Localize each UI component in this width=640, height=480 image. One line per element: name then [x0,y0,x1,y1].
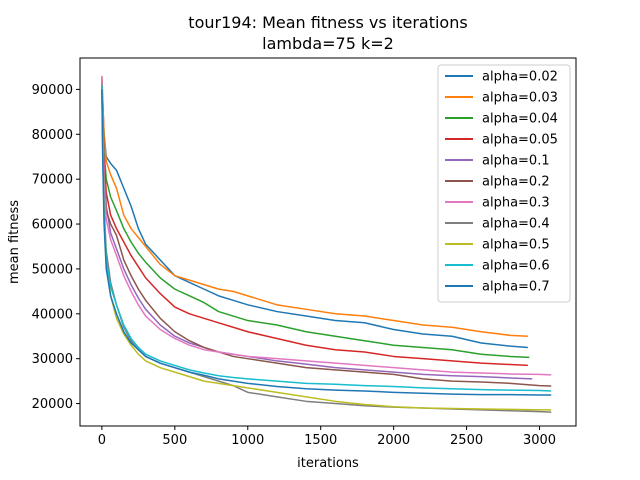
y-axis-label: mean fitness [7,200,22,284]
x-tick-label: 1000 [231,433,264,448]
legend-label: alpha=0.6 [482,259,550,274]
legend-label: alpha=0.1 [482,154,550,169]
chart-subtitle: lambda=75 k=2 [262,34,394,53]
y-tick-label: 80000 [32,128,73,143]
y-tick-label: 20000 [32,397,73,412]
y-axis: 20000 30000 40000 50000 60000 70000 80000 90000 [32,83,80,412]
series-line-2 [101,84,530,359]
series-line-5 [101,80,552,387]
plot-lines [101,75,552,413]
legend-label: alpha=0.2 [482,175,550,190]
y-tick-label: 50000 [32,262,73,277]
x-tick-label: 2000 [377,433,410,448]
series-line-3 [101,84,528,367]
x-tick-label: 1500 [304,433,337,448]
x-tick-label: 2500 [450,433,483,448]
y-tick-label: 40000 [32,307,73,322]
series-line-0 [101,78,528,349]
y-tick-label: 90000 [32,83,73,98]
x-tick-label: 0 [98,433,106,448]
legend-label: alpha=0.05 [482,133,558,148]
legend-label: alpha=0.02 [482,70,558,85]
x-axis: 0 500 1000 1500 2000 2500 3000 [98,426,556,448]
legend-label: alpha=0.5 [482,238,550,253]
series-line-6 [101,75,552,376]
legend-label: alpha=0.7 [482,280,550,295]
y-tick-label: 70000 [32,173,73,188]
legend-box [437,64,571,303]
legend: alpha=0.02 alpha=0.03 alpha=0.04 alpha=0.05… [437,64,571,303]
y-tick-label: 30000 [32,352,73,367]
x-tick-label: 500 [162,433,187,448]
legend-label: alpha=0.03 [482,91,558,106]
plot-frame [79,57,577,427]
legend-label: alpha=0.3 [482,196,550,211]
series-line-9 [101,84,552,392]
x-axis-label: iterations [297,456,359,471]
chart-title: tour194: Mean fitness vs iterations [188,13,467,32]
legend-label: alpha=0.4 [482,217,550,232]
series-line-1 [101,75,528,337]
series-line-10 [101,89,552,396]
legend-label: alpha=0.04 [482,112,558,127]
y-tick-label: 60000 [32,218,73,233]
x-tick-label: 3000 [523,433,556,448]
